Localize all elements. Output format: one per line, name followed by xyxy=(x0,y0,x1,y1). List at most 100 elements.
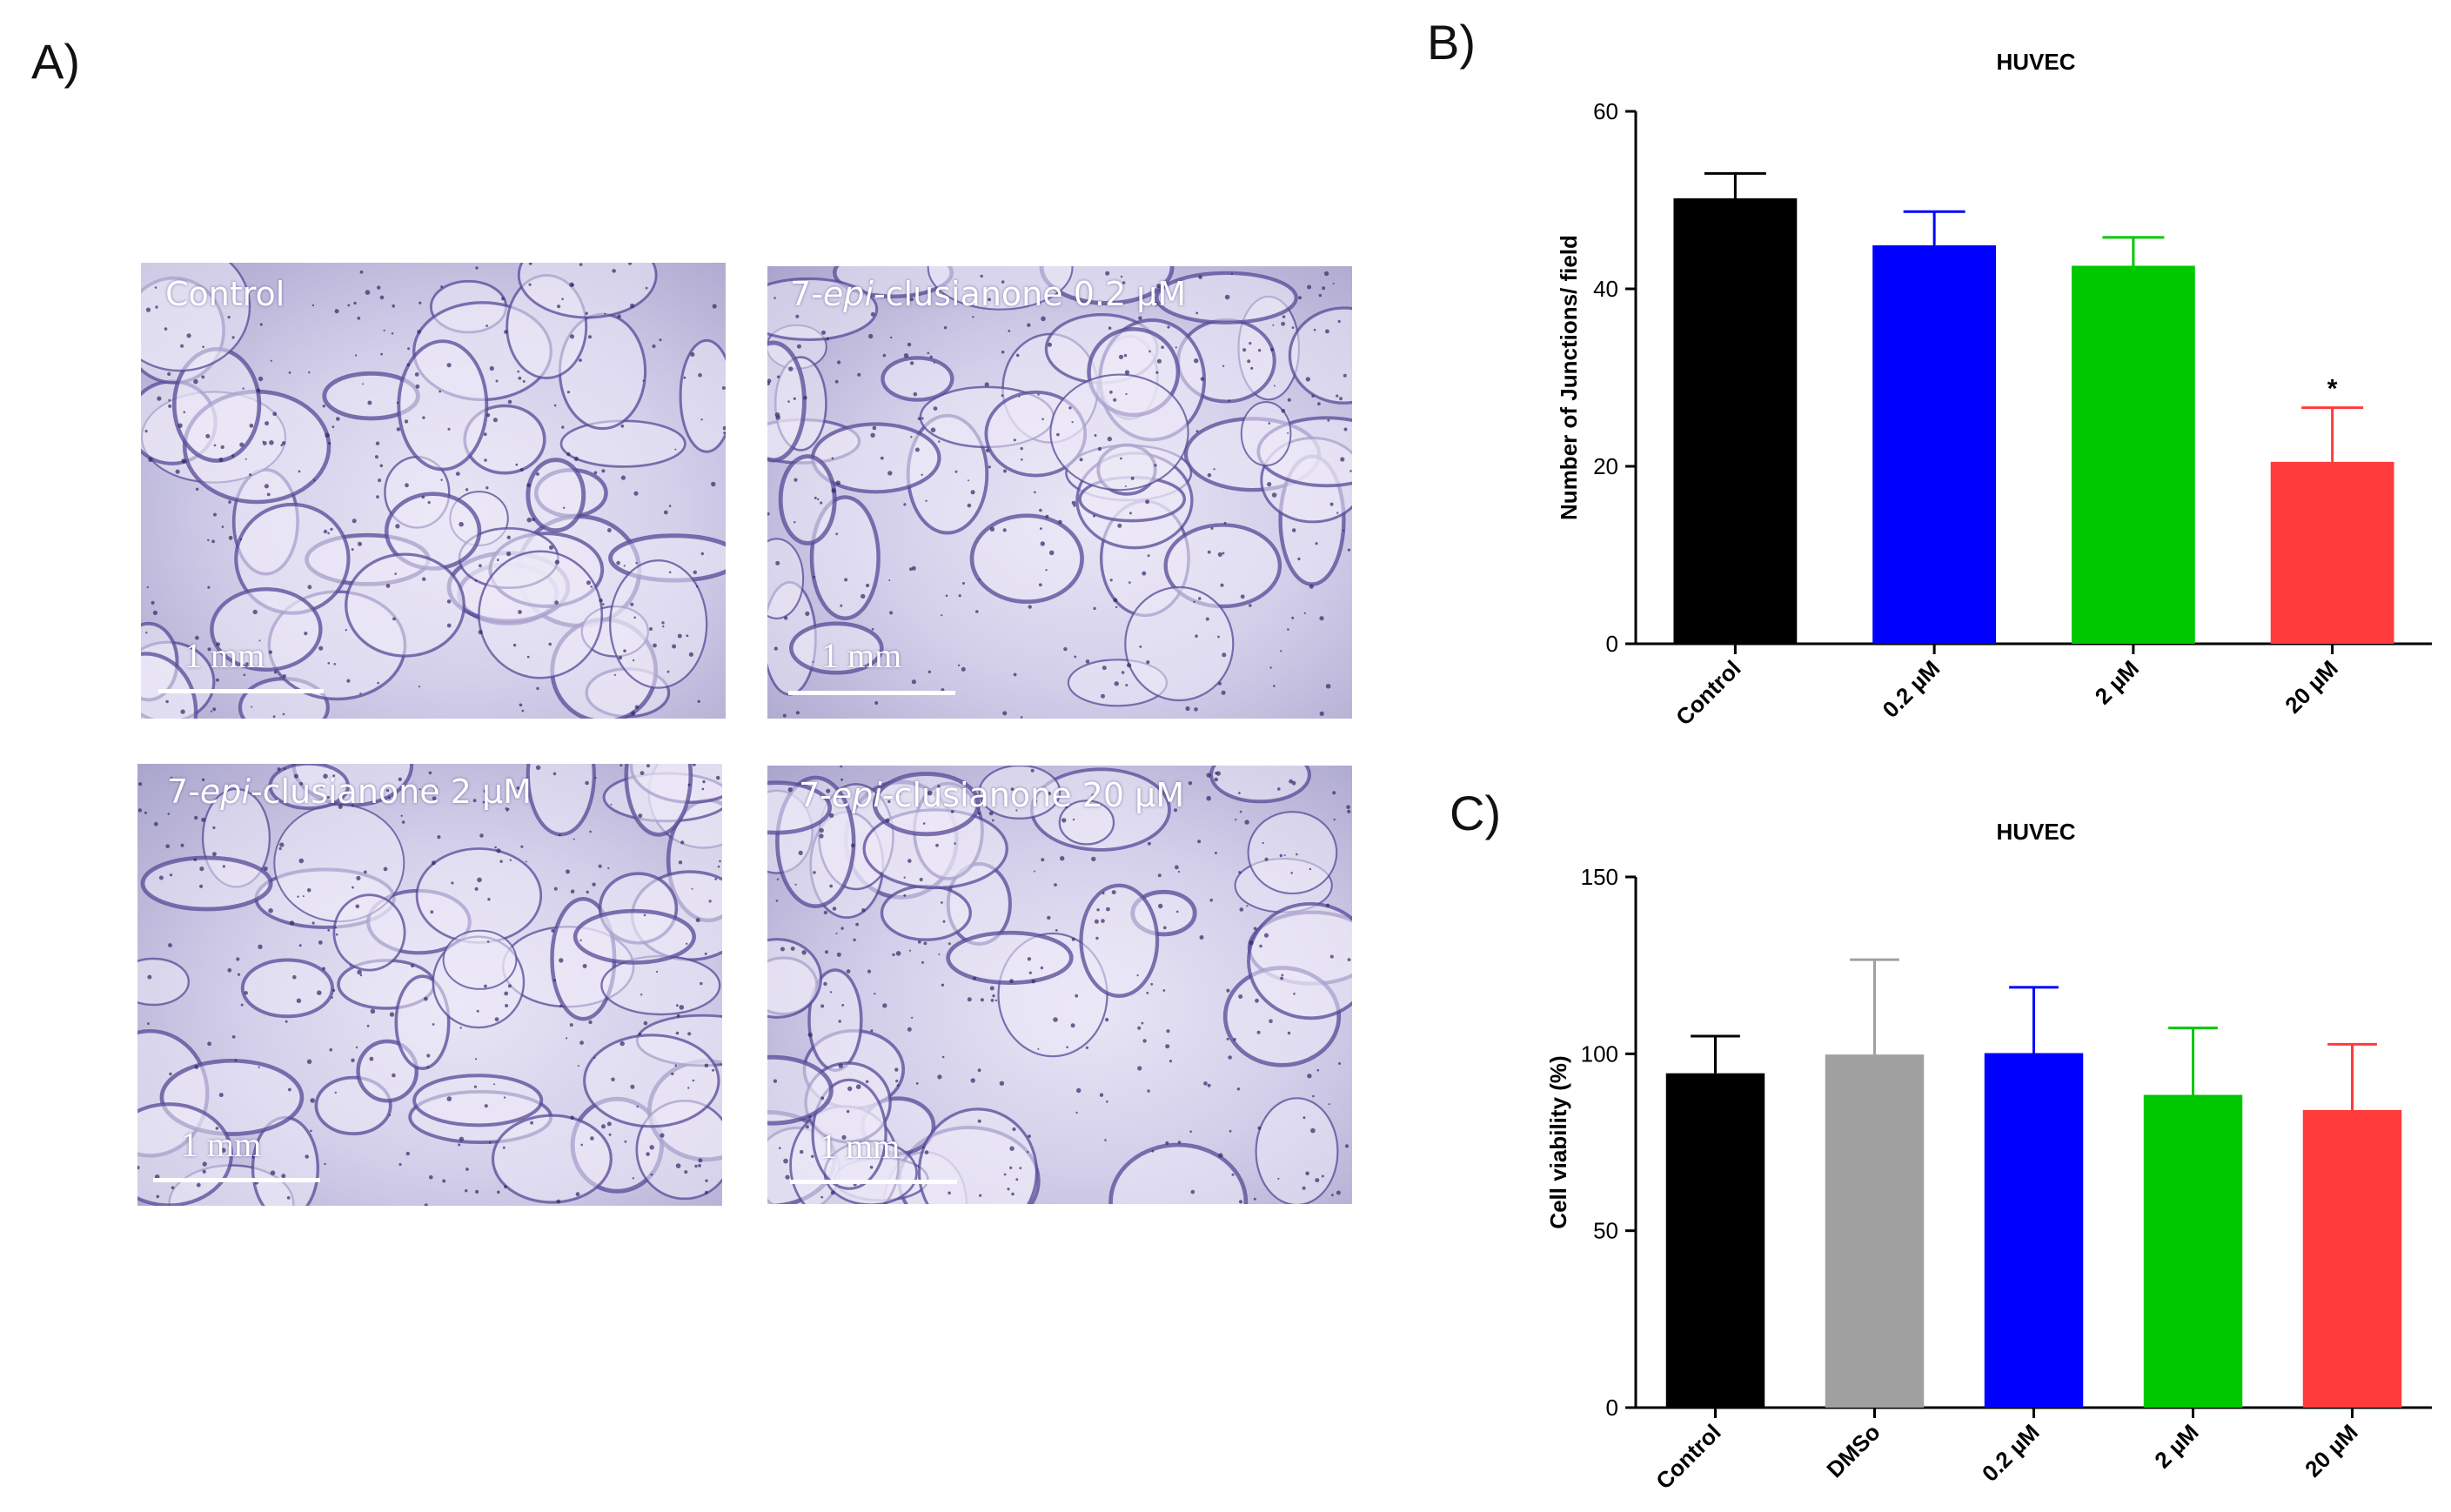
cell-dot xyxy=(486,324,488,327)
cell-dot xyxy=(387,796,391,799)
cell-dot xyxy=(1048,342,1052,347)
cell-dot xyxy=(336,417,340,421)
cell-dot xyxy=(1312,1094,1315,1098)
network-cell xyxy=(141,652,198,719)
cell-dot xyxy=(202,1169,206,1174)
cell-dot xyxy=(1264,857,1269,861)
cell-dot xyxy=(1238,871,1242,874)
cell-dot xyxy=(1151,1149,1155,1153)
cell-dot xyxy=(668,505,672,507)
cell-dot xyxy=(895,951,901,956)
micrograph-20um: 7-epi-clusianone 20 μM 1 mm xyxy=(767,766,1352,1204)
cell-dot xyxy=(890,336,893,339)
cell-dot xyxy=(1272,324,1275,326)
cell-dot xyxy=(411,964,414,968)
cell-dot xyxy=(1011,1192,1015,1196)
cell-dot xyxy=(698,1164,701,1167)
cell-dot xyxy=(216,678,219,682)
cell-dot xyxy=(1226,1037,1229,1040)
cell-dot xyxy=(1155,371,1159,374)
cell-dot xyxy=(835,480,840,485)
cell-dot xyxy=(392,304,396,308)
cell-dot xyxy=(1271,492,1277,498)
cell-dot xyxy=(432,796,437,801)
cell-dot xyxy=(938,440,941,443)
cell-dot xyxy=(1263,933,1269,938)
cell-dot xyxy=(855,922,859,927)
cell-dot xyxy=(675,1163,681,1168)
cell-dot xyxy=(942,920,946,923)
x-tick-label: 0.2 µM xyxy=(1977,1419,2045,1487)
cell-dot xyxy=(1281,973,1284,977)
cell-dot xyxy=(1316,1068,1320,1072)
cell-dot xyxy=(148,457,153,462)
cell-dot xyxy=(1249,342,1252,345)
cell-dot xyxy=(1189,1130,1192,1133)
cell-dot xyxy=(193,378,198,385)
cell-dot xyxy=(1203,1081,1208,1086)
cell-dot xyxy=(333,663,336,666)
cell-dot xyxy=(383,866,388,872)
cell-dot xyxy=(1075,1111,1078,1114)
cell-dot xyxy=(660,1133,665,1138)
cell-dot xyxy=(962,582,965,585)
cell-dot xyxy=(961,666,966,672)
cell-dot xyxy=(363,870,367,874)
cell-dot xyxy=(1028,1134,1031,1138)
cell-dot xyxy=(483,789,487,793)
cell-dot xyxy=(882,353,887,358)
network-cell xyxy=(397,339,489,472)
cell-dot xyxy=(213,512,217,517)
cell-dot xyxy=(907,859,912,863)
cell-dot xyxy=(357,969,362,975)
cell-dot xyxy=(286,1196,291,1200)
cell-dot xyxy=(924,1150,929,1154)
cell-dot xyxy=(526,655,530,659)
cell-dot xyxy=(372,800,375,804)
cell-dot xyxy=(688,652,694,657)
cell-dot xyxy=(1257,349,1262,352)
cell-dot xyxy=(594,776,597,779)
cell-dot xyxy=(566,391,570,394)
micrograph-label: Control xyxy=(165,275,285,313)
cell-dot xyxy=(270,359,272,362)
cell-dot xyxy=(501,297,506,301)
cell-dot xyxy=(813,575,815,579)
cell-dot xyxy=(796,344,801,349)
cell-dot xyxy=(1322,286,1326,291)
cell-dot xyxy=(222,865,225,868)
cell-dot xyxy=(948,1191,951,1195)
cell-dot xyxy=(923,941,927,946)
cell-dot xyxy=(925,499,927,502)
cell-dot xyxy=(607,866,610,870)
cell-dot xyxy=(828,813,834,818)
cell-dot xyxy=(1269,666,1272,669)
cell-dot xyxy=(1162,926,1167,930)
cell-dot xyxy=(776,375,780,378)
cell-dot xyxy=(318,646,324,651)
cell-dot xyxy=(1246,905,1249,907)
cell-dot xyxy=(838,1063,844,1068)
cell-dot xyxy=(1291,780,1296,786)
cell-dot xyxy=(1124,370,1130,375)
cell-dot xyxy=(1020,716,1023,719)
cell-dot xyxy=(496,848,501,853)
network-cell xyxy=(1124,585,1235,702)
cell-dot xyxy=(1302,1186,1306,1190)
cell-dot xyxy=(293,773,298,779)
cell-dot xyxy=(396,401,399,405)
cell-dot xyxy=(398,1162,402,1167)
cell-dot xyxy=(834,379,839,384)
cell-dot xyxy=(1262,841,1264,845)
cell-dot xyxy=(1102,892,1105,895)
scale-bar xyxy=(788,691,955,695)
cell-dot xyxy=(352,518,357,524)
cell-dot xyxy=(719,860,721,863)
cell-dot xyxy=(1064,805,1068,808)
y-axis-label: Number of Junctions/ field xyxy=(1556,235,1582,520)
cell-dot xyxy=(327,532,330,535)
cell-dot xyxy=(1093,606,1096,611)
cell-dot xyxy=(1174,808,1177,813)
cell-dot xyxy=(165,844,170,848)
cell-dot xyxy=(1113,398,1117,402)
